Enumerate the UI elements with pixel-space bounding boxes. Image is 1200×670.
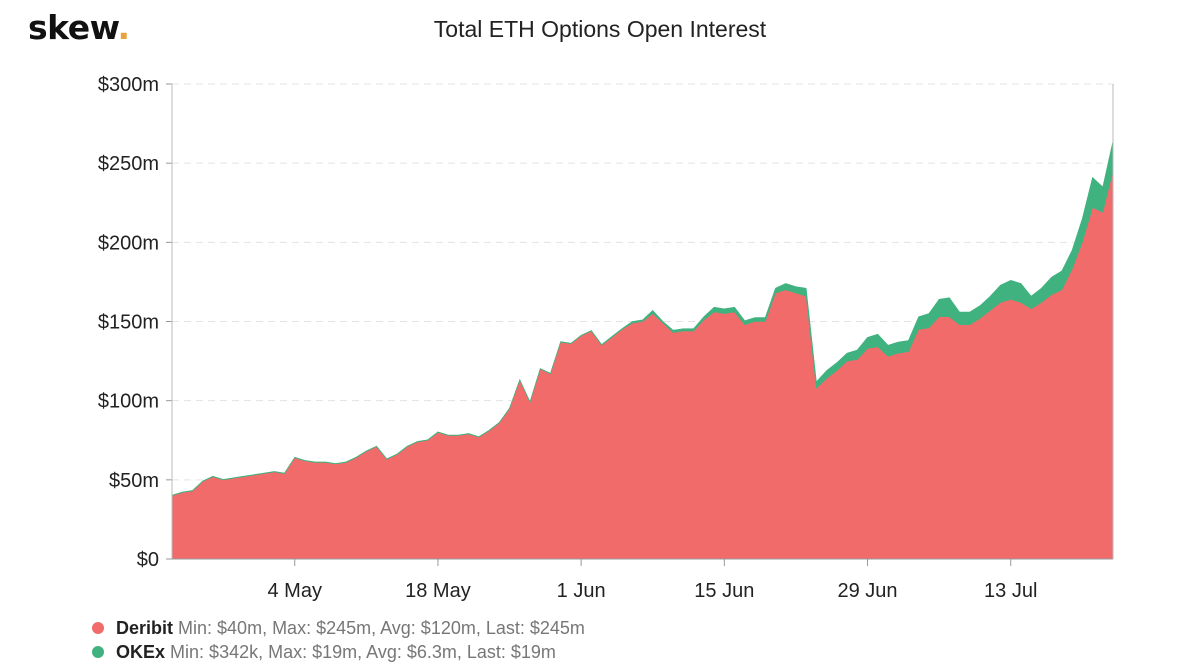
x-tick-label: 18 May xyxy=(405,580,471,602)
x-tick-label: 29 Jun xyxy=(837,580,897,602)
legend-name-deribit: Deribit xyxy=(116,618,174,638)
legend-name-okex: OKEx xyxy=(116,642,166,662)
y-tick-label: $50m xyxy=(109,470,159,492)
y-tick-label: $250m xyxy=(98,153,159,175)
logo-dot: . xyxy=(117,8,130,47)
x-tick-label: 4 May xyxy=(268,580,322,602)
y-tick-label: $100m xyxy=(98,391,159,413)
y-tick-label: $200m xyxy=(98,232,159,254)
area-deribit xyxy=(171,171,1114,560)
y-tick-label: $150m xyxy=(98,312,159,334)
legend-item-okex[interactable]: OKEx Min: $342k, Max: $19m, Avg: $6.3m, … xyxy=(92,640,585,664)
legend-stats-deribit: Min: $40m, Max: $245m, Avg: $120m, Last:… xyxy=(178,618,585,638)
chart-title: Total ETH Options Open Interest xyxy=(433,16,767,42)
legend-stats-okex: Min: $342k, Max: $19m, Avg: $6.3m, Last:… xyxy=(170,642,556,662)
logo-text: skew xyxy=(28,8,118,47)
x-tick-label: 1 Jun xyxy=(557,580,606,602)
okex-color-dot xyxy=(92,646,104,659)
skew-logo: skew. xyxy=(28,8,130,47)
deribit-color-dot xyxy=(92,622,104,635)
legend: Deribit Min: $40m, Max: $245m, Avg: $120… xyxy=(92,616,585,664)
y-tick-label: $300m xyxy=(98,74,159,96)
x-tick-label: 15 Jun xyxy=(694,580,754,602)
legend-item-deribit[interactable]: Deribit Min: $40m, Max: $245m, Avg: $120… xyxy=(92,616,585,640)
x-tick-label: 13 Jul xyxy=(984,580,1037,602)
y-tick-label: $0 xyxy=(137,549,159,571)
